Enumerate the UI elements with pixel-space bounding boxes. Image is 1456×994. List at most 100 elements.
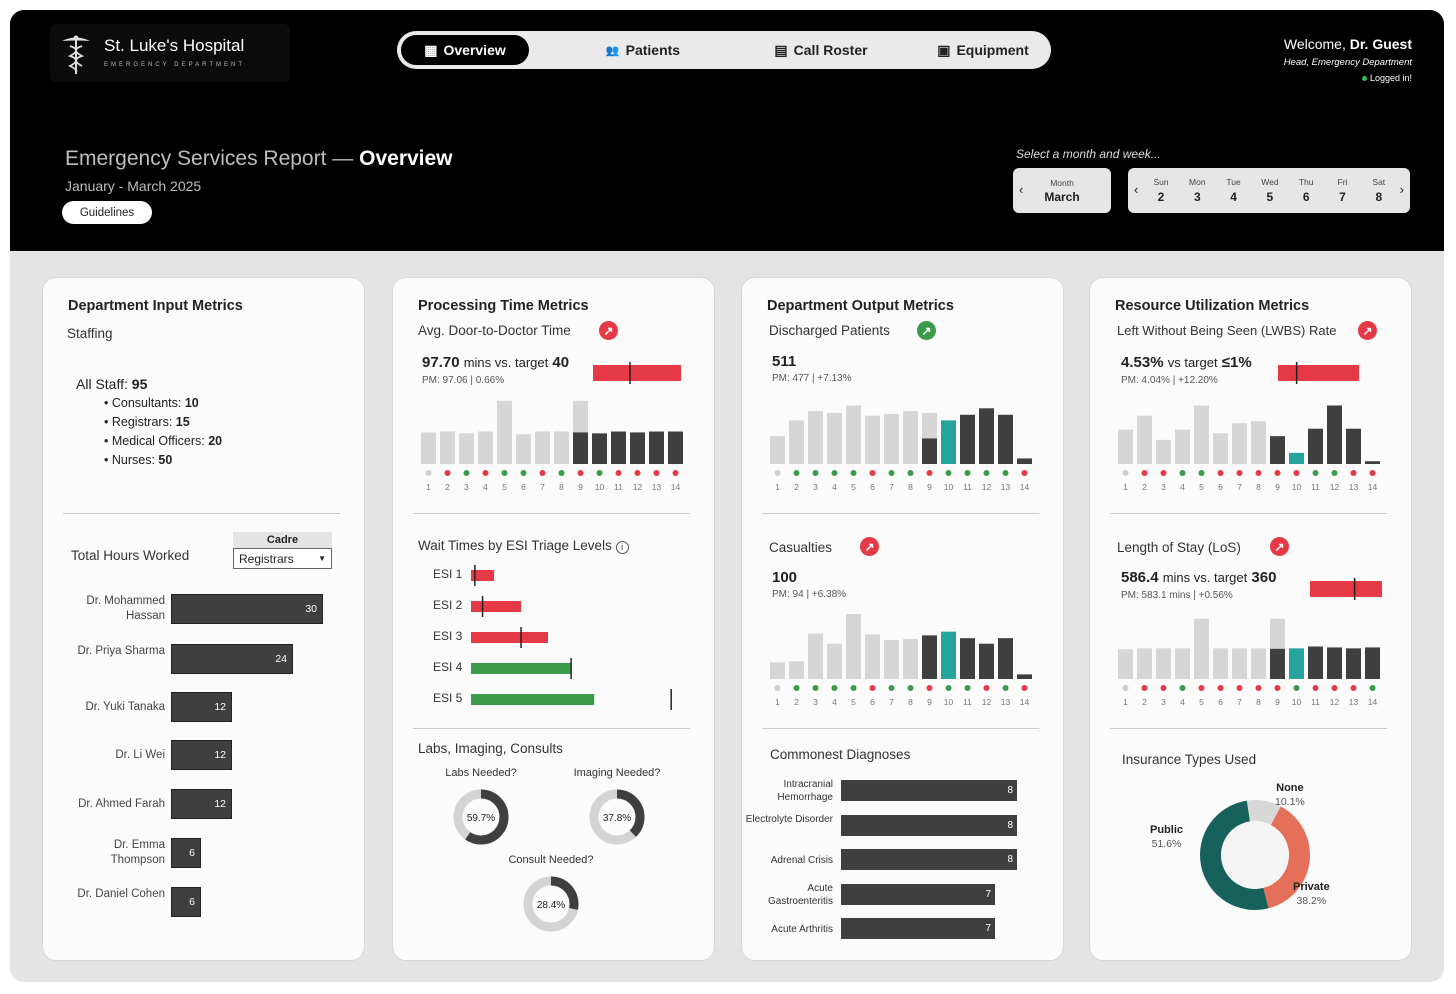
bar[interactable] <box>1017 674 1032 679</box>
day-thu[interactable]: Thu 6 <box>1291 177 1321 204</box>
diagnosis-bar[interactable]: 8 <box>841 814 1017 836</box>
day-fri[interactable]: Fri 7 <box>1328 177 1358 204</box>
bar[interactable] <box>884 413 899 464</box>
bar[interactable] <box>554 431 569 465</box>
bar[interactable] <box>1213 648 1228 679</box>
bar[interactable] <box>1118 429 1133 464</box>
bar[interactable] <box>941 420 956 464</box>
bar[interactable] <box>1232 648 1247 679</box>
bar[interactable] <box>497 400 512 464</box>
bar[interactable] <box>979 643 994 679</box>
bar[interactable] <box>808 411 823 464</box>
esi-bar[interactable] <box>471 601 522 612</box>
day-wed[interactable]: Wed 5 <box>1255 177 1285 204</box>
bar[interactable] <box>630 432 645 464</box>
info-icon[interactable]: i <box>615 541 629 554</box>
bar[interactable] <box>979 408 994 464</box>
hours-bar[interactable]: 12 <box>171 692 232 722</box>
bar[interactable] <box>440 431 455 465</box>
bar[interactable] <box>668 431 683 465</box>
bar[interactable] <box>903 411 918 464</box>
bar[interactable] <box>1365 461 1380 464</box>
bar[interactable] <box>998 638 1013 679</box>
bar[interactable] <box>478 431 493 465</box>
bar[interactable] <box>770 436 785 464</box>
pie-slice-public[interactable] <box>1200 800 1269 910</box>
day-tue[interactable]: Tue 4 <box>1219 177 1249 204</box>
bar[interactable] <box>1118 649 1133 679</box>
bar[interactable] <box>1156 439 1171 464</box>
chevron-right-icon[interactable]: › <box>1399 182 1404 197</box>
diagnosis-bar[interactable]: 8 <box>841 849 1017 870</box>
bar[interactable] <box>421 432 436 464</box>
cadre-select[interactable]: Registrars ▼ <box>233 548 332 569</box>
month-selector[interactable]: ‹ Month March <box>1013 168 1111 213</box>
bar[interactable] <box>1251 648 1266 679</box>
esi-bar[interactable] <box>471 694 595 705</box>
bar[interactable] <box>1194 618 1209 679</box>
hours-bar[interactable]: 6 <box>171 838 201 868</box>
esi-bar[interactable] <box>471 632 548 643</box>
bar[interactable] <box>1175 648 1190 679</box>
bar[interactable] <box>998 414 1013 464</box>
bar[interactable] <box>960 414 975 464</box>
bar[interactable] <box>789 420 804 464</box>
pie-slice-private[interactable] <box>1263 806 1310 909</box>
diagnosis-bar[interactable]: 8 <box>841 780 1017 801</box>
pie-slice-none[interactable] <box>1246 800 1281 825</box>
bar[interactable] <box>865 415 880 464</box>
bar-current[interactable] <box>1270 648 1285 679</box>
hours-bar[interactable]: 30 <box>171 594 323 624</box>
bar[interactable] <box>884 640 899 679</box>
bar[interactable] <box>846 614 861 679</box>
chevron-left-icon[interactable]: ‹ <box>1134 182 1139 197</box>
bar[interactable] <box>1137 415 1152 464</box>
hours-bar[interactable]: 12 <box>171 789 232 819</box>
bar[interactable] <box>1194 405 1209 465</box>
bar[interactable] <box>1365 647 1380 679</box>
bar-current[interactable] <box>922 438 937 464</box>
bar[interactable] <box>1327 647 1342 679</box>
tab-call-roster[interactable]: ▤ Call Roster <box>757 35 885 65</box>
bar[interactable] <box>1017 458 1032 464</box>
bar[interactable] <box>1270 436 1285 464</box>
diagnosis-bar[interactable]: 7 <box>841 918 995 939</box>
bar[interactable] <box>789 661 804 679</box>
bar[interactable] <box>846 405 861 465</box>
bar[interactable] <box>1308 646 1323 680</box>
bar[interactable] <box>770 662 785 679</box>
bar[interactable] <box>827 643 842 679</box>
bar[interactable] <box>1232 423 1247 464</box>
bar[interactable] <box>611 431 626 465</box>
tab-patients[interactable]: 👥 Patients <box>579 35 707 65</box>
bar[interactable] <box>1346 428 1361 464</box>
hours-bar[interactable]: 24 <box>171 644 293 674</box>
bar[interactable] <box>1175 429 1190 464</box>
bar[interactable] <box>827 412 842 464</box>
bar[interactable] <box>903 639 918 679</box>
esi-bar[interactable] <box>471 663 572 674</box>
bar[interactable] <box>1289 648 1304 679</box>
bar[interactable] <box>941 631 956 679</box>
day-sun[interactable]: Sun 2 <box>1146 177 1176 204</box>
diagnosis-bar[interactable]: 7 <box>841 883 995 905</box>
bar[interactable] <box>1327 405 1342 465</box>
bar[interactable] <box>1213 433 1228 464</box>
esi-bar[interactable] <box>471 570 495 581</box>
bar-current[interactable] <box>573 432 588 464</box>
bar[interactable] <box>649 431 664 465</box>
tab-overview[interactable]: ▦ Overview <box>401 35 529 65</box>
day-mon[interactable]: Mon 3 <box>1182 177 1212 204</box>
bar[interactable] <box>1251 421 1266 464</box>
hours-bar[interactable]: 12 <box>171 740 232 770</box>
guidelines-button[interactable]: Guidelines <box>62 201 152 224</box>
hours-bar[interactable]: 6 <box>171 887 201 917</box>
chevron-left-icon[interactable]: ‹ <box>1019 182 1024 197</box>
bar[interactable] <box>592 433 607 464</box>
bar[interactable] <box>808 633 823 680</box>
bar[interactable] <box>1137 648 1152 679</box>
bar[interactable] <box>516 434 531 464</box>
bar[interactable] <box>865 634 880 679</box>
bar[interactable] <box>459 433 474 464</box>
bar[interactable] <box>1156 648 1171 679</box>
